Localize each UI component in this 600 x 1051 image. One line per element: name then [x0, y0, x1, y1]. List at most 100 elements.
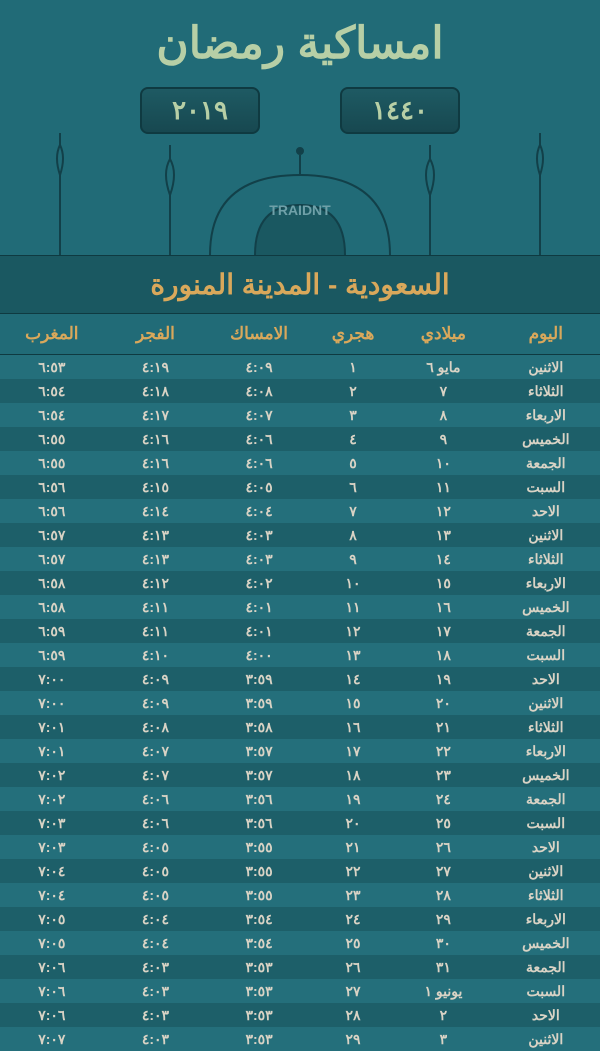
table-cell: ٣:٥٣	[207, 1003, 311, 1027]
table-row: الجمعة١٧١٢٤:٠١٤:١١٦:٥٩	[0, 619, 600, 643]
table-cell: ٣:٥٦	[207, 811, 311, 835]
table-cell: ٣:٥٨	[207, 715, 311, 739]
table-cell: الاثنين	[492, 1027, 600, 1051]
table-cell: ٢٩	[311, 1027, 395, 1051]
table-cell: ١٥	[395, 571, 491, 595]
table-cell: ١٢	[311, 619, 395, 643]
table-cell: ١٦	[311, 715, 395, 739]
table-cell: ٤:٠٦	[207, 451, 311, 475]
table-cell: الاحد	[492, 835, 600, 859]
table-cell: ٢٤	[311, 907, 395, 931]
table-cell: الخميس	[492, 763, 600, 787]
table-cell: الجمعة	[492, 451, 600, 475]
table-cell: مايو ٦	[395, 355, 491, 380]
table-row: الاربعاء٨٣٤:٠٧٤:١٧٦:٥٤	[0, 403, 600, 427]
table-cell: ٢	[395, 1003, 491, 1027]
table-cell: ٢٧	[311, 979, 395, 1003]
table-row: الاثنين١٣٨٤:٠٣٤:١٣٦:٥٧	[0, 523, 600, 547]
table-row: الجمعة٢٤١٩٣:٥٦٤:٠٦٧:٠٢	[0, 787, 600, 811]
table-cell: ٤:١٣	[104, 547, 208, 571]
table-cell: ٣:٥٤	[207, 931, 311, 955]
table-row: الخميس٩٤٤:٠٦٤:١٦٦:٥٥	[0, 427, 600, 451]
table-cell: ١٦	[395, 595, 491, 619]
table-cell: ٦:٥٨	[0, 571, 104, 595]
table-cell: ٤:٠٠	[207, 643, 311, 667]
table-row: الخميس٣٠٢٥٣:٥٤٤:٠٤٧:٠٥	[0, 931, 600, 955]
table-cell: ٤:١٨	[104, 379, 208, 403]
table-cell: ١١	[395, 475, 491, 499]
table-cell: الثلاثاء	[492, 379, 600, 403]
table-row: الاحد١٢٧٤:٠٤٤:١٤٦:٥٦	[0, 499, 600, 523]
table-cell: ٣:٥٥	[207, 859, 311, 883]
table-cell: ١٠	[395, 451, 491, 475]
table-cell: ٣:٥٦	[207, 787, 311, 811]
table-cell: ٨	[395, 403, 491, 427]
table-cell: الاربعاء	[492, 739, 600, 763]
table-cell: ٤:٠٣	[207, 547, 311, 571]
table-cell: الثلاثاء	[492, 547, 600, 571]
table-cell: ٨	[311, 523, 395, 547]
table-body: الاثنينمايو ٦١٤:٠٩٤:١٩٦:٥٣الثلاثاء٧٢٤:٠٨…	[0, 355, 600, 1051]
table-cell: ٧:٠٦	[0, 1003, 104, 1027]
table-cell: ٢	[311, 379, 395, 403]
table-cell: ٦	[311, 475, 395, 499]
table-cell: ٦:٥٧	[0, 547, 104, 571]
table-cell: ٧:٠٠	[0, 691, 104, 715]
table-cell: ٧:٠٠	[0, 667, 104, 691]
table-cell: ٧:٠٣	[0, 835, 104, 859]
table-cell: ٦:٥٦	[0, 499, 104, 523]
table-cell: ٢٦	[395, 835, 491, 859]
table-cell: ٤:١٤	[104, 499, 208, 523]
table-cell: ١٩	[395, 667, 491, 691]
table-row: الجمعة١٠٥٤:٠٦٤:١٦٦:٥٥	[0, 451, 600, 475]
table-cell: ١٧	[311, 739, 395, 763]
table-cell: ٧:٠٣	[0, 811, 104, 835]
table-cell: ٤:٠٣	[104, 1003, 208, 1027]
table-cell: ٤:٠٢	[207, 571, 311, 595]
col-fajr: الفجر	[104, 314, 208, 355]
table-cell: الجمعة	[492, 619, 600, 643]
table-cell: ٤:٠٩	[104, 691, 208, 715]
table-cell: ٤:٠٧	[104, 763, 208, 787]
col-hijri: هجري	[311, 314, 395, 355]
table-row: الاربعاء٢٩٢٤٣:٥٤٤:٠٤٧:٠٥	[0, 907, 600, 931]
table-row: الاثنين٢٧٢٢٣:٥٥٤:٠٥٧:٠٤	[0, 859, 600, 883]
table-cell: ٧:٠٤	[0, 883, 104, 907]
table-cell: ٤:٠٧	[207, 403, 311, 427]
table-cell: الاحد	[492, 1003, 600, 1027]
table-cell: الاحد	[492, 499, 600, 523]
table-cell: ٩	[395, 427, 491, 451]
table-cell: ٤:٠١	[207, 595, 311, 619]
table-row: الاثنينمايو ٦١٤:٠٩٤:١٩٦:٥٣	[0, 355, 600, 380]
table-cell: ٣:٥٧	[207, 763, 311, 787]
table-cell: ٢٠	[311, 811, 395, 835]
table-cell: ١٥	[311, 691, 395, 715]
table-cell: ١٩	[311, 787, 395, 811]
table-row: الاحد٢٦٢١٣:٥٥٤:٠٥٧:٠٣	[0, 835, 600, 859]
table-cell: ١٨	[311, 763, 395, 787]
schedule-table-wrap: اليوم ميلادي هجري الامساك الفجر المغرب ا…	[0, 314, 600, 1051]
table-cell: ٢٩	[395, 907, 491, 931]
table-cell: ٤:٠٣	[104, 979, 208, 1003]
table-cell: ٣	[311, 403, 395, 427]
table-cell: الخميس	[492, 931, 600, 955]
table-cell: ٤:١٧	[104, 403, 208, 427]
table-cell: ٣٠	[395, 931, 491, 955]
table-cell: ٧:٠٥	[0, 931, 104, 955]
table-cell: ٤	[311, 427, 395, 451]
table-cell: ٦:٥٥	[0, 427, 104, 451]
table-cell: ٧	[395, 379, 491, 403]
table-cell: ٤:١٣	[104, 523, 208, 547]
table-cell: ١٤	[311, 667, 395, 691]
table-row: السبتيونيو ١٢٧٣:٥٣٤:٠٣٧:٠٦	[0, 979, 600, 1003]
table-cell: ٧:٠٢	[0, 787, 104, 811]
table-cell: ٣:٥٥	[207, 835, 311, 859]
table-cell: ٤:٠٦	[104, 811, 208, 835]
table-cell: ١٣	[395, 523, 491, 547]
table-cell: ٤:٠١	[207, 619, 311, 643]
table-cell: ٤:٠٩	[207, 355, 311, 380]
table-cell: الاربعاء	[492, 907, 600, 931]
table-cell: ٤:٠٦	[104, 787, 208, 811]
table-cell: ٤:٠٥	[104, 883, 208, 907]
table-cell: ٣:٥٣	[207, 955, 311, 979]
